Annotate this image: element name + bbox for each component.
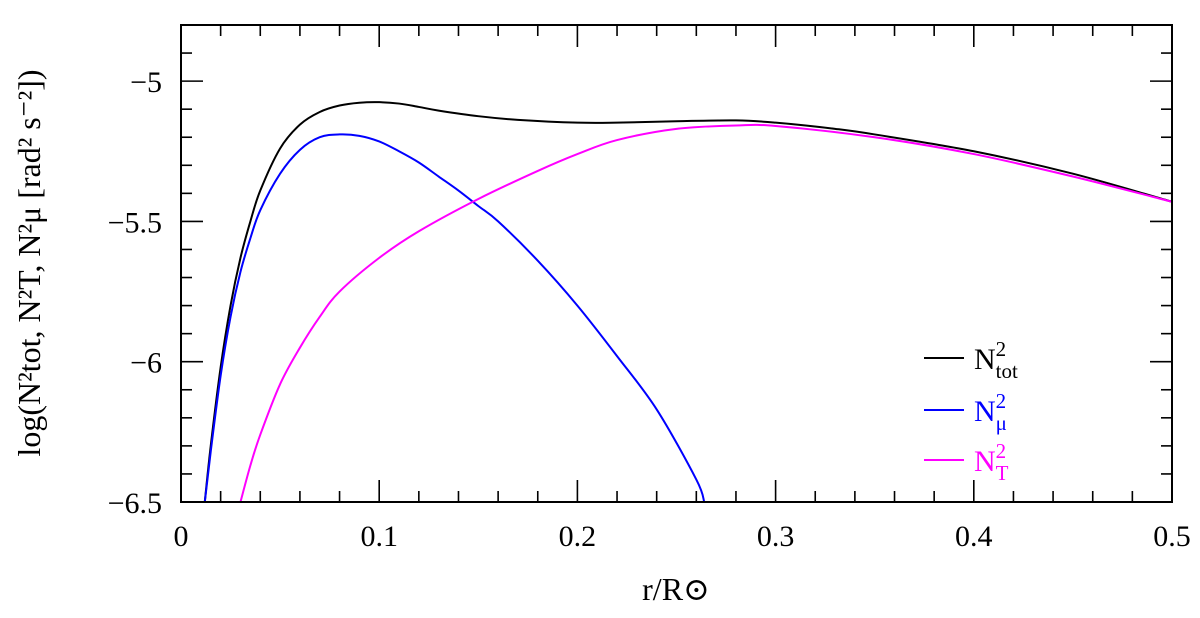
legend-label: N2 μ <box>974 389 1007 435</box>
y-tick-label: −5 <box>130 66 162 99</box>
x-tick-label: 0.1 <box>360 520 398 553</box>
x-tick-label: 0.4 <box>955 520 993 553</box>
legend-label: N2 tot <box>974 337 1018 383</box>
series-line-2 <box>239 123 1172 502</box>
tick-labels: 0 0.1 0.2 0.3 0.4 0.5 −5 −5.5 −6 −6.5 <box>108 66 1191 553</box>
x-axis-label: r/R⊙ <box>642 571 710 607</box>
axis-ticks <box>180 24 1173 503</box>
legend-label: N2 T <box>974 439 1009 485</box>
plot-frame <box>180 24 1173 503</box>
series-line-1 <box>203 133 706 502</box>
plot-curves <box>203 101 1172 502</box>
y-tick-label: −5.5 <box>108 206 162 239</box>
y-tick-label: −6.5 <box>108 487 162 520</box>
legend-item: N2 T <box>924 439 1009 485</box>
legend: N2 tot N2 μ N2 T <box>924 337 1018 485</box>
x-tick-label: 0 <box>174 520 189 553</box>
legend-item: N2 tot <box>924 337 1018 383</box>
series-line-0 <box>203 101 1172 502</box>
x-tick-label: 0.3 <box>757 520 795 553</box>
y-tick-label: −6 <box>130 347 162 380</box>
x-tick-label: 0.2 <box>559 520 597 553</box>
y-axis-label: log(N²tot, N²T, N²μ [rad² s⁻²]) <box>11 69 47 456</box>
legend-item: N2 μ <box>924 389 1007 435</box>
x-tick-label: 0.5 <box>1153 520 1191 553</box>
